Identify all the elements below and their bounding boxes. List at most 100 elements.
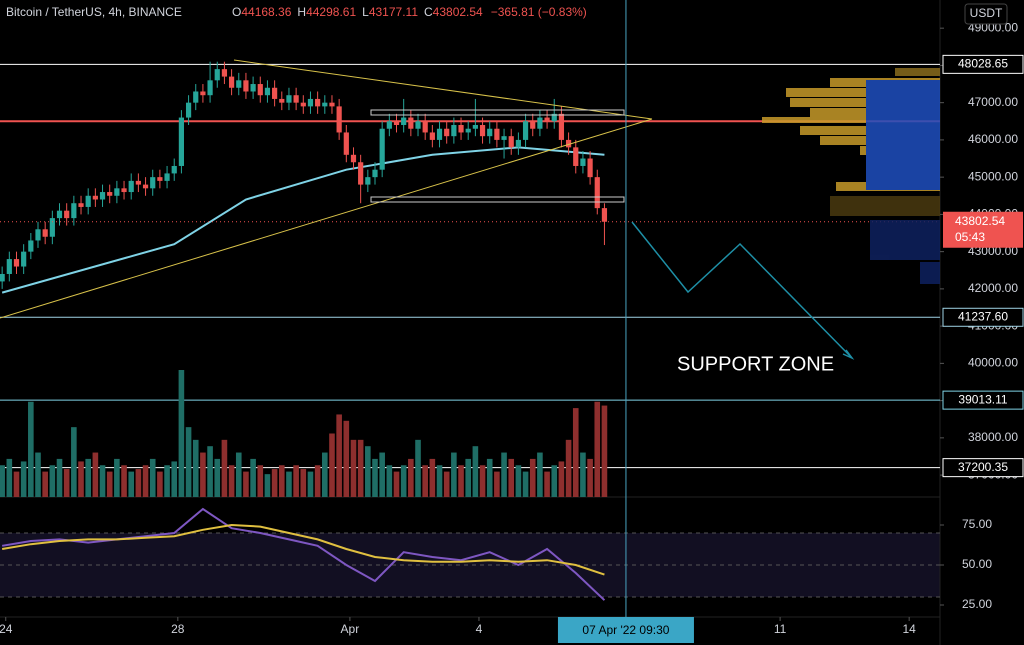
volume-bar xyxy=(551,465,558,497)
ohlc-value: 43802.54 xyxy=(433,5,483,19)
candle-body xyxy=(128,180,134,193)
candle-body xyxy=(429,132,435,140)
volume-bar xyxy=(451,452,457,497)
candle-body xyxy=(379,128,385,170)
level-label-box xyxy=(942,307,1024,327)
volume-bar xyxy=(250,458,256,497)
volume-bar xyxy=(479,465,486,497)
volume-bar xyxy=(121,465,127,497)
volume-bar xyxy=(0,465,5,497)
volume-bar xyxy=(13,471,20,497)
volume-bar xyxy=(350,439,357,497)
candle-body xyxy=(300,102,306,107)
volume-bar xyxy=(537,452,543,497)
candle-body xyxy=(150,177,156,189)
volume-bar xyxy=(322,452,328,497)
volume-bar xyxy=(6,458,13,497)
volume-bar xyxy=(185,427,192,497)
candle-body xyxy=(315,98,321,107)
volume-bar xyxy=(422,465,428,497)
volume-bar xyxy=(63,469,70,497)
level-label: 48028.65 xyxy=(958,57,1008,71)
candle-body xyxy=(587,158,593,178)
candle-body xyxy=(250,84,256,92)
profile-bar xyxy=(920,262,940,284)
range-box xyxy=(370,196,625,203)
volume-bar xyxy=(142,465,149,497)
volume-bar xyxy=(157,471,163,497)
x-tick-label: 4 xyxy=(476,622,483,636)
candle-body xyxy=(49,218,55,237)
trend-line xyxy=(233,59,653,120)
candle-body xyxy=(178,117,185,166)
volume-bar xyxy=(393,471,400,497)
candle-body xyxy=(358,162,364,185)
volume-bar xyxy=(135,469,142,497)
candle-body xyxy=(365,177,371,185)
candle-body xyxy=(573,147,579,166)
candle-body xyxy=(558,113,565,140)
volume-bar xyxy=(458,465,464,497)
level-label-box xyxy=(942,390,1024,410)
volume-bar xyxy=(580,452,586,497)
volume-bar xyxy=(601,405,608,497)
volume-bar xyxy=(85,458,91,497)
volume-bar xyxy=(508,458,515,497)
volume-bar xyxy=(429,458,436,497)
volume-bar xyxy=(78,461,84,497)
volume-bar xyxy=(357,439,364,497)
candle-body xyxy=(350,154,357,163)
volume-bar xyxy=(379,452,385,497)
rsi-tick-label: 25.00 xyxy=(962,597,992,611)
candle-body xyxy=(56,210,63,219)
volume-bar xyxy=(56,458,63,497)
volume-bar xyxy=(587,458,593,497)
candle-body xyxy=(114,188,120,196)
candle-body xyxy=(501,136,507,140)
volume-bar xyxy=(343,420,350,497)
countdown: 05:43 xyxy=(955,230,985,244)
candle-body xyxy=(580,158,586,166)
volume-bar xyxy=(200,452,206,497)
volume-bar xyxy=(192,439,199,497)
candle-body xyxy=(92,195,98,200)
volume-bar xyxy=(494,471,500,497)
volume-bar xyxy=(300,469,307,497)
candle-body xyxy=(21,251,27,267)
x-tick-label: 24 xyxy=(0,622,13,636)
candle-body xyxy=(451,125,457,137)
volume-bar xyxy=(35,452,41,497)
candle-body xyxy=(42,229,48,237)
volume-bar xyxy=(386,465,393,497)
volume-bar xyxy=(214,458,221,497)
range-box xyxy=(370,109,625,116)
candle-body xyxy=(544,117,550,122)
candle-body xyxy=(279,98,285,103)
candle-body xyxy=(336,106,342,133)
candle-body xyxy=(494,128,500,140)
candle-body xyxy=(78,203,84,207)
volume-bar xyxy=(515,465,522,497)
candle-body xyxy=(142,184,149,189)
volume-bar xyxy=(336,414,342,497)
volume-bar xyxy=(164,465,170,497)
candle-body xyxy=(214,69,220,81)
volume-bar xyxy=(207,446,213,497)
y-tick-label: 40000.00 xyxy=(968,356,1018,370)
volume-bar xyxy=(314,465,321,497)
annotation: SUPPORT ZONE xyxy=(677,353,834,375)
candle-body xyxy=(322,102,328,107)
volume-bar xyxy=(529,458,536,497)
profile-bar xyxy=(866,80,940,190)
volume-bar xyxy=(20,461,27,497)
volume-bar xyxy=(28,401,34,497)
volume-bar xyxy=(264,474,271,497)
level-label: 37200.35 xyxy=(958,460,1008,474)
candle-body xyxy=(264,87,271,96)
candle-body xyxy=(508,136,514,148)
candle-body xyxy=(185,102,192,118)
level-label-box xyxy=(942,54,1024,74)
candle-body xyxy=(171,165,177,174)
ohlc-value: 44168.36 xyxy=(241,5,291,19)
candle-body xyxy=(594,177,600,209)
